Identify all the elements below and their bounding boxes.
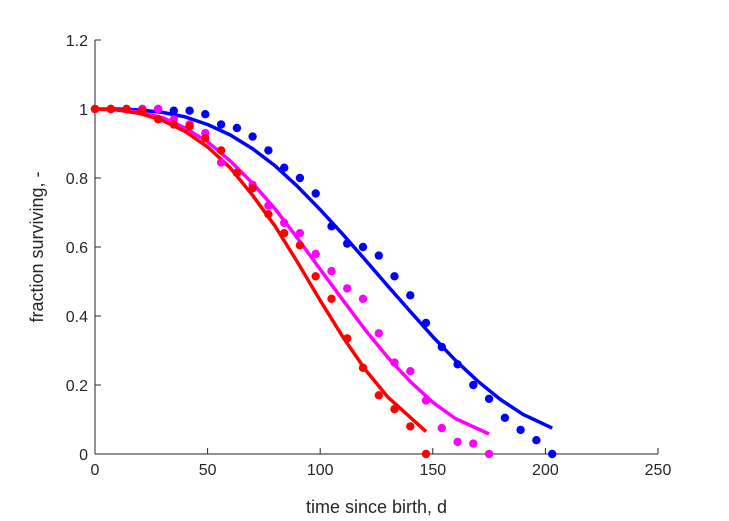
x-tick-label: 200	[532, 462, 559, 479]
x-tick-label: 50	[199, 462, 217, 479]
data-point-series-2	[374, 329, 383, 338]
data-point-series-1	[532, 436, 541, 445]
data-point-series-1	[390, 272, 399, 281]
data-point-series-1	[453, 360, 462, 369]
data-point-series-1	[185, 106, 194, 115]
data-point-series-1	[311, 189, 320, 198]
x-axis-title: time since birth, d	[306, 497, 447, 517]
data-point-series-2	[421, 396, 431, 405]
data-point-series-2	[484, 449, 494, 459]
data-point-series-1	[169, 106, 178, 115]
data-point-series-2	[469, 439, 478, 448]
data-point-series-3	[90, 104, 100, 114]
fit-curve-series-3	[94, 107, 428, 433]
data-point-series-1	[327, 222, 336, 231]
data-point-series-3	[358, 363, 368, 372]
y-tick-label: 0.4	[66, 309, 88, 326]
data-point-series-1	[484, 394, 494, 403]
data-point-series-2	[406, 367, 415, 376]
data-point-series-1	[516, 425, 525, 435]
y-tick-label: 0.2	[66, 378, 88, 395]
y-tick-label: 0.6	[66, 240, 88, 257]
data-point-series-2	[390, 358, 399, 367]
data-point-series-2	[358, 294, 368, 303]
data-point-series-1	[264, 146, 273, 155]
data-point-series-2	[343, 284, 352, 293]
data-point-series-1	[280, 163, 289, 172]
data-point-series-1	[216, 120, 226, 129]
data-point-series-3	[311, 272, 320, 281]
data-point-series-3	[406, 422, 415, 431]
data-point-series-3	[185, 122, 194, 131]
data-point-series-3	[216, 146, 226, 155]
data-point-series-1	[248, 132, 257, 141]
y-tick-label: 0	[79, 447, 88, 464]
data-point-series-1	[343, 239, 352, 248]
data-point-series-1	[295, 173, 305, 183]
data-point-series-3	[201, 134, 210, 143]
data-point-series-3	[264, 210, 273, 219]
data-point-series-2	[153, 104, 163, 114]
data-point-series-2	[453, 437, 462, 447]
x-tick-label: 150	[419, 462, 446, 479]
data-point-series-1	[421, 318, 431, 328]
data-point-series-1	[201, 110, 210, 119]
y-tick-label: 1	[79, 102, 88, 119]
data-point-series-1	[232, 123, 242, 133]
data-point-series-2	[437, 423, 446, 433]
data-point-series-1	[374, 251, 383, 260]
data-point-series-1	[500, 413, 510, 422]
data-point-series-1	[548, 449, 557, 459]
data-point-series-3	[122, 104, 131, 114]
data-point-series-3	[327, 294, 336, 303]
data-point-series-1	[437, 342, 446, 352]
data-point-series-1	[358, 242, 368, 252]
fit-curve-series-1	[95, 107, 553, 430]
data-point-series-3	[374, 391, 383, 400]
data-point-series-3	[280, 229, 289, 238]
data-point-series-3	[153, 115, 163, 124]
data-point-series-1	[406, 291, 415, 300]
tick-labels: 0 50 100 150 200 250 0 0.2 0.4 0.6 0.8 1 1.2	[66, 33, 672, 479]
data-point-series-3	[138, 106, 147, 115]
data-point-series-2	[264, 201, 273, 210]
data-point-series-1	[469, 380, 478, 390]
data-point-series-2	[295, 229, 305, 238]
data-point-series-3	[421, 449, 431, 459]
data-point-series-3	[169, 120, 178, 129]
data-point-series-3	[232, 168, 242, 177]
y-tick-label: 1.2	[66, 33, 88, 50]
data-points	[90, 104, 557, 459]
x-tick-label: 0	[91, 462, 100, 479]
data-point-series-2	[280, 218, 289, 227]
x-tick-label: 100	[307, 462, 334, 479]
data-point-series-2	[311, 249, 320, 259]
fitted-curves	[94, 107, 553, 436]
y-axis-title: fraction surviving, -	[27, 171, 47, 322]
fit-curve-series-2	[94, 107, 490, 436]
x-tick-label: 250	[645, 462, 672, 479]
data-point-series-2	[216, 158, 226, 167]
data-point-series-3	[343, 334, 352, 343]
data-point-series-3	[248, 184, 257, 193]
y-tick-label: 0.8	[66, 171, 88, 188]
data-point-series-3	[390, 404, 399, 414]
data-point-series-3	[295, 241, 305, 250]
data-point-series-2	[327, 266, 336, 276]
data-point-series-3	[106, 104, 116, 114]
